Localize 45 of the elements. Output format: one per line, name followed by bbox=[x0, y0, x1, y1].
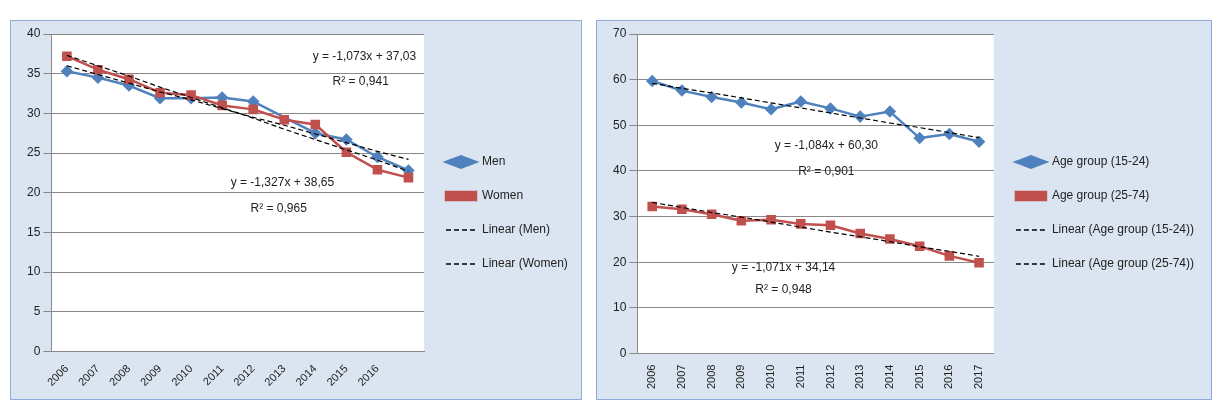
x-tick-label: 2009 bbox=[734, 364, 747, 390]
y-tick-label: 40 bbox=[612, 163, 627, 178]
y-tick-label: 20 bbox=[612, 254, 627, 269]
y-tick-label: 70 bbox=[612, 26, 627, 41]
y-tick-label: 30 bbox=[612, 208, 627, 223]
annotation: R² = 0,941 bbox=[332, 73, 390, 88]
y-tick-label: 25 bbox=[26, 145, 41, 160]
x-tick-label: 2013 bbox=[853, 364, 866, 390]
y-tick-label: 10 bbox=[26, 264, 41, 279]
y-tick-label: 0 bbox=[619, 345, 627, 360]
x-tick-label: 2006 bbox=[645, 364, 658, 390]
annotation: y = -1,327x + 38,65 bbox=[230, 175, 335, 190]
x-tick-label: 2015 bbox=[912, 364, 925, 390]
y-tick-label: 50 bbox=[612, 117, 627, 132]
legend-label: Men bbox=[482, 154, 506, 169]
annotation: y = -1,073x + 37,03 bbox=[312, 48, 417, 63]
legend-label: Age group (25-74) bbox=[1051, 188, 1150, 203]
annotation: R² = 0,965 bbox=[250, 200, 308, 215]
x-tick-label: 2008 bbox=[704, 364, 717, 390]
x-tick-label: 2007 bbox=[674, 364, 687, 390]
x-tick-label: 2012 bbox=[823, 364, 836, 390]
legend-label: Linear (Age group (15-24)) bbox=[1051, 222, 1194, 237]
legend-label: Women bbox=[482, 188, 524, 203]
y-tick-label: 5 bbox=[33, 304, 41, 318]
x-tick-label: 2016 bbox=[942, 364, 955, 390]
y-tick-label: 30 bbox=[26, 105, 41, 120]
legend-label: Age group (15-24) bbox=[1051, 154, 1150, 169]
y-tick-label: 20 bbox=[26, 184, 41, 199]
annotation: R² = 0,948 bbox=[755, 281, 813, 296]
annotation: R² = 0,901 bbox=[798, 163, 855, 178]
x-tick-label: 2014 bbox=[882, 364, 895, 390]
annotation: y = -1,084x + 60,30 bbox=[774, 138, 879, 153]
y-tick-label: 40 bbox=[26, 26, 41, 41]
legend-label: Linear (Men) bbox=[482, 222, 551, 237]
x-tick-label: 2010 bbox=[764, 364, 777, 390]
x-tick-label: 2011 bbox=[793, 364, 806, 389]
y-tick-label: 0 bbox=[33, 343, 41, 358]
y-tick-label: 35 bbox=[26, 65, 41, 80]
y-tick-label: 60 bbox=[612, 71, 627, 86]
y-tick-label: 10 bbox=[612, 300, 627, 315]
annotation: y = -1,071x + 34,14 bbox=[731, 259, 836, 274]
y-tick-label: 15 bbox=[26, 224, 41, 239]
legend-label: Linear (Age group (25-74)) bbox=[1051, 256, 1194, 271]
legend-label: Linear (Women) bbox=[482, 256, 568, 271]
x-tick-label: 2017 bbox=[972, 364, 985, 390]
